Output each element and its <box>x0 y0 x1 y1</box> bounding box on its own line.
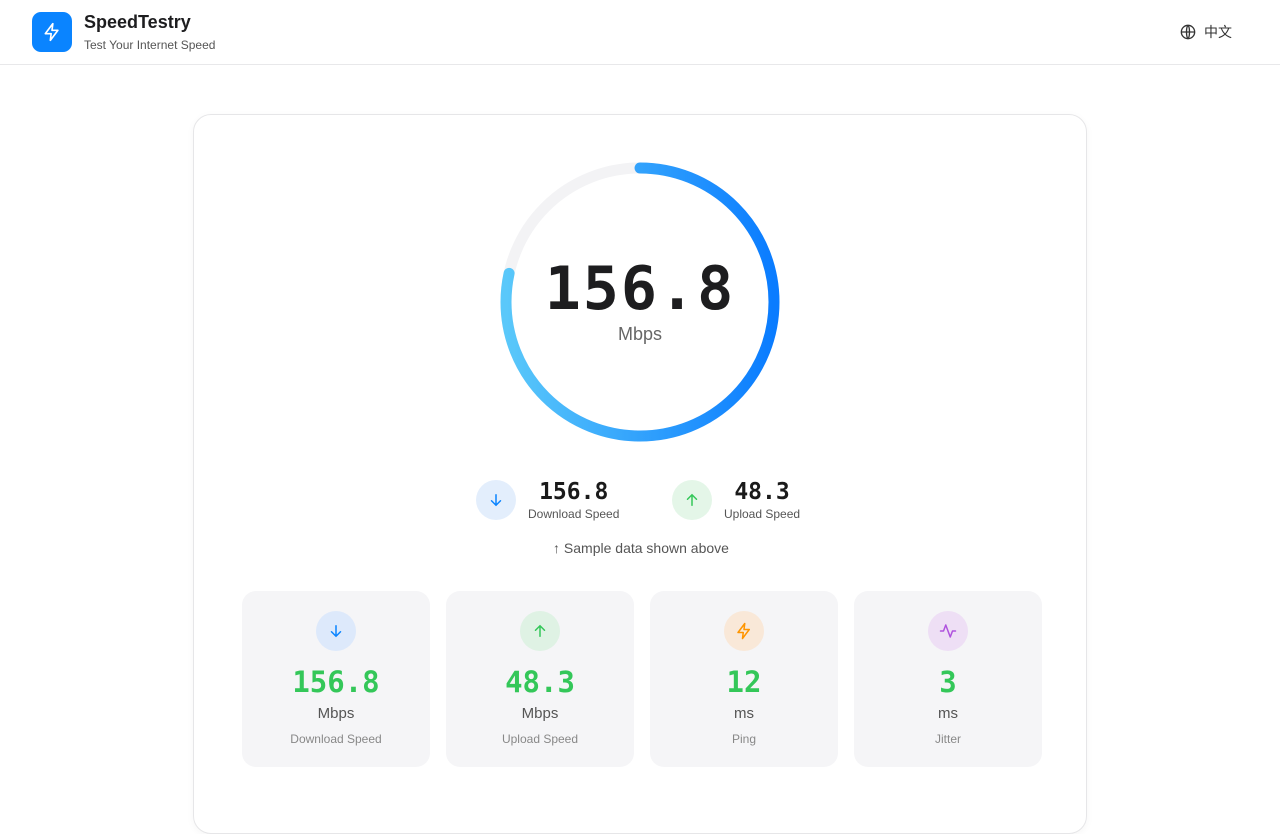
stat-download: 156.8 Mbps Download Speed <box>242 591 430 767</box>
summary-value: 156.8 <box>539 479 609 505</box>
arrow-down-icon <box>490 494 502 507</box>
stat-value: 48.3 <box>505 665 575 699</box>
summary-value: 48.3 <box>734 479 790 505</box>
globe-icon <box>1180 24 1196 40</box>
stat-unit: ms <box>938 705 958 722</box>
stat-unit: Mbps <box>317 705 355 722</box>
lightning-icon <box>737 622 750 640</box>
summary-label: Upload Speed <box>724 507 801 521</box>
language-switcher[interactable]: 中文 <box>1180 22 1232 42</box>
gauge-unit: Mbps <box>617 324 662 344</box>
app-title: SpeedTestry <box>84 12 191 32</box>
speed-gauge: 156.8 Mbps <box>500 162 780 442</box>
arrow-down-icon <box>330 625 342 638</box>
language-label: 中文 <box>1204 24 1232 40</box>
stats-grid: 156.8 Mbps Download Speed 48.3 Mbps Uplo… <box>242 591 1042 767</box>
stat-label: Download Speed <box>290 732 382 746</box>
stat-label: Upload Speed <box>501 732 579 746</box>
app-subtitle: Test Your Internet Speed <box>84 38 216 52</box>
stat-value: 3 <box>939 665 957 699</box>
stat-label: Ping <box>731 732 757 746</box>
summary-upload: 48.3 Upload Speed <box>672 479 800 521</box>
stat-value: 12 <box>726 665 762 699</box>
header: SpeedTestry Test Your Internet Speed 中文 <box>0 0 1280 65</box>
speed-test-card: 156.8 Mbps 156.8 Download Speed 48.3 Uploa… <box>193 114 1087 834</box>
logo[interactable] <box>32 12 72 52</box>
stat-value: 156.8 <box>292 665 380 699</box>
stat-jitter: 3 ms Jitter <box>854 591 1042 767</box>
arrow-up-icon <box>534 624 546 637</box>
stat-label: Jitter <box>934 732 961 746</box>
summary-download: 156.8 Download Speed <box>476 479 619 521</box>
summary-label: Download Speed <box>528 507 620 521</box>
sample-note: ↑ Sample data shown above <box>553 540 729 556</box>
stat-unit: ms <box>734 705 754 722</box>
stat-ping: 12 ms Ping <box>650 591 838 767</box>
activity-icon <box>939 624 957 638</box>
lightning-icon <box>44 22 59 42</box>
stat-unit: Mbps <box>521 705 559 722</box>
arrow-up-icon <box>686 493 698 506</box>
gauge-value: 156.8 <box>544 254 736 324</box>
stat-upload: 48.3 Mbps Upload Speed <box>446 591 634 767</box>
gauge-arc <box>500 162 780 442</box>
